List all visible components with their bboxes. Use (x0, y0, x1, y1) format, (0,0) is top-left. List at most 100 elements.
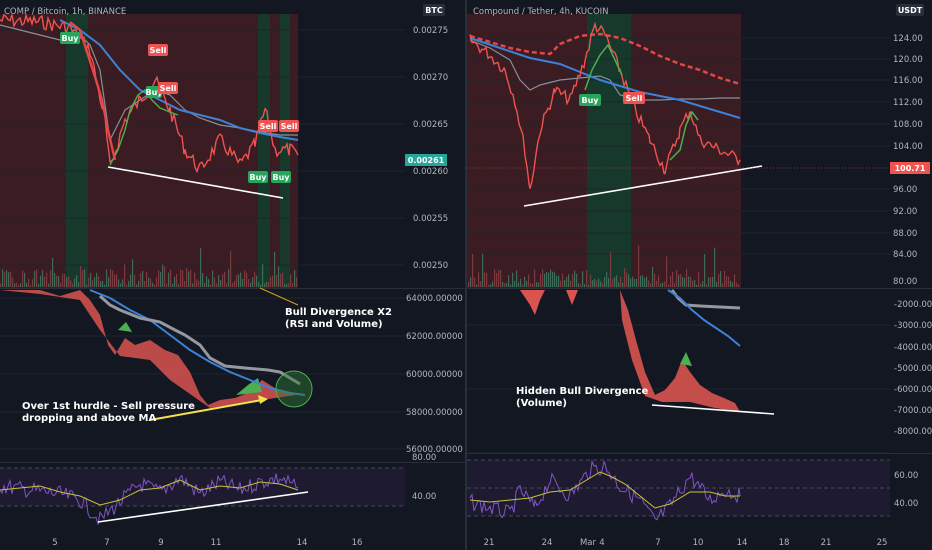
volume-bar (716, 281, 718, 287)
volume-bar (292, 282, 294, 287)
volume-bar (490, 284, 492, 287)
volume-bar (620, 276, 622, 287)
volume-bar (484, 272, 486, 287)
volume-bar (504, 283, 506, 287)
price-tick: 120.00 (893, 55, 923, 65)
volume-bar (218, 275, 220, 287)
volume-bar (496, 273, 498, 287)
volume-bar (62, 273, 64, 287)
signal-badge-buy-4 (271, 171, 291, 183)
volume-bar (156, 277, 158, 287)
left-chart: Buy Sell Buy Sell Sell Sell Buy Buy COMP… (0, 0, 465, 550)
left-hurdle-arrowhead (258, 395, 268, 404)
volume-bar (688, 276, 690, 287)
volume-bar (556, 276, 558, 287)
volume-bar (58, 275, 60, 287)
volume-bar (56, 275, 58, 287)
volume-bar (608, 277, 610, 287)
volume-bar (40, 275, 42, 287)
volume-bar (596, 280, 598, 287)
left-volume-pane-divider (0, 288, 465, 289)
volume-bar (470, 277, 472, 287)
price-tick: 0.00275 (413, 26, 448, 36)
volume-bar (674, 283, 676, 287)
volume-bar (624, 268, 626, 287)
volume-bar (50, 270, 52, 287)
volume-bar (700, 283, 702, 287)
right-last-price: 100.71 (895, 164, 926, 173)
volume-bar (574, 270, 576, 287)
volume-bar (66, 276, 68, 287)
volume-bar (280, 273, 282, 287)
volume-bar (606, 272, 608, 287)
volume-bar (122, 279, 124, 287)
volume-bar (162, 264, 164, 287)
volume-bar (628, 274, 630, 287)
volume-bar (522, 284, 524, 287)
volume-bar (684, 277, 686, 287)
left-volume-bars (0, 248, 298, 287)
volume-bar (264, 283, 266, 287)
volume-bar (704, 253, 706, 287)
volume-bar (588, 284, 590, 287)
volume-bar (512, 272, 514, 287)
volume-bar (576, 273, 578, 287)
volume-tick: 62000.00000 (406, 332, 463, 342)
right-rsi-axis: 60.00 40.00 (894, 471, 918, 509)
volume-bar (590, 274, 592, 287)
left-currency-label: BTC (425, 6, 443, 15)
volume-bar (190, 270, 192, 287)
volume-bar (112, 270, 114, 287)
volume-bar (252, 277, 254, 287)
volume-bar (64, 273, 66, 287)
price-tick: 88.00 (893, 229, 917, 239)
volume-bar (476, 284, 478, 287)
x-tick: 21 (484, 538, 495, 548)
left-divergence-circle (275, 370, 313, 408)
volume-tick: -8000.0000 (894, 427, 932, 437)
x-tick: Mar (580, 538, 597, 548)
right-green-line-2 (669, 110, 699, 161)
volume-bar (526, 281, 528, 287)
volume-tick: 56000.00000 (406, 445, 463, 455)
volume-tick: -2000.0000 (894, 300, 932, 310)
volume-bar (478, 272, 480, 287)
volume-bar (94, 277, 96, 287)
volume-bar (690, 277, 692, 287)
volume-bar (676, 270, 678, 287)
left-callout-line (259, 287, 299, 306)
volume-bar (488, 284, 490, 287)
volume-bar (240, 272, 242, 287)
volume-bar (474, 277, 476, 287)
volume-bar (124, 264, 126, 287)
volume-bar (4, 272, 6, 287)
volume-bar (208, 279, 210, 287)
volume-bar (10, 271, 12, 287)
volume-bar (730, 280, 732, 287)
volume-bar (514, 280, 516, 287)
volume-bar (184, 280, 186, 287)
volume-bar (154, 284, 156, 287)
volume-bar (80, 266, 82, 287)
x-tick: 10 (693, 538, 704, 548)
volume-bar (642, 275, 644, 287)
rsi-tick: 60.00 (894, 471, 918, 481)
volume-bar (16, 282, 18, 287)
right-rsi-line (469, 459, 741, 521)
volume-bar (90, 272, 92, 287)
volume-bar (34, 271, 36, 287)
volume-bar (126, 284, 128, 287)
left-chart-title: COMP / Bitcoin, 1h, BINANCE (4, 7, 126, 17)
price-tick: 104.00 (893, 142, 923, 152)
volume-bar (626, 272, 628, 287)
volume-bar (720, 271, 722, 287)
volume-bar (228, 269, 230, 287)
signal-badge-sell-4 (279, 120, 299, 132)
volume-bar (738, 284, 740, 287)
signal-badge-sell (623, 92, 645, 104)
volume-bar (612, 279, 614, 287)
right-red-zone-2 (631, 14, 741, 288)
left-red-zone (0, 14, 298, 288)
right-rsi-ma (469, 471, 740, 509)
volume-bar (500, 270, 502, 287)
